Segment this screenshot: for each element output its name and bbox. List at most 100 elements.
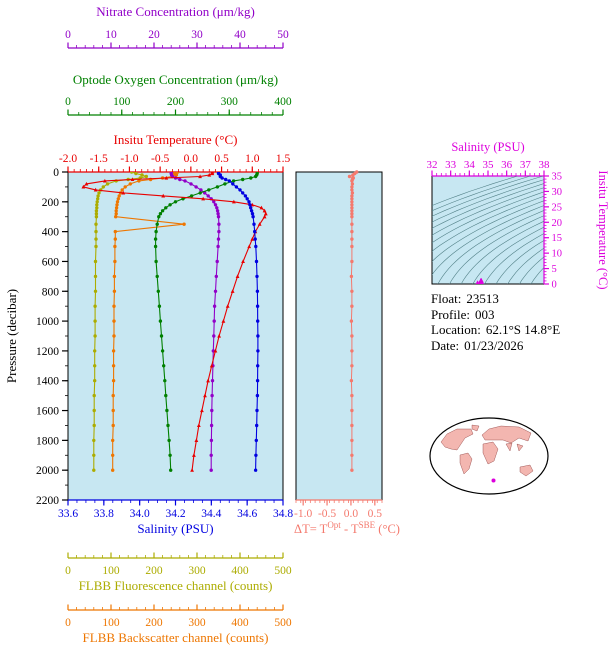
world-map <box>429 417 549 495</box>
ts-points <box>475 277 484 284</box>
backscatter-tick-label: 0 <box>65 617 71 629</box>
nitrate-tick-label: 0 <box>65 29 71 41</box>
density-contour <box>432 187 544 236</box>
density-contour <box>449 215 544 284</box>
nitrate-axis-title: Nitrate Concentration (μm/kg) <box>96 4 255 19</box>
float-info-profile: Profile: 003 <box>431 307 560 323</box>
nitrate-axis: 0 10 20 30 40 50 Nitrate Concentration (μm/kg) <box>65 4 289 49</box>
salinity-axis-title: Salinity (PSU) <box>137 521 213 536</box>
temperature-tick-label: 1.0 <box>245 153 260 165</box>
density-contour <box>432 195 544 252</box>
temperature-tick-label: -1.5 <box>90 153 108 165</box>
pressure-tick-label: 800 <box>42 286 60 298</box>
ts-temperature-tick-label: 15 <box>552 233 563 244</box>
location-value: 62.1°S 14.8°E <box>485 322 561 338</box>
density-contour <box>432 191 544 244</box>
salinity-profile <box>216 172 260 472</box>
density-contour <box>495 240 544 284</box>
backscatter-tick-label: 400 <box>231 617 249 629</box>
delta-t-tick-label: 0.0 <box>344 508 359 520</box>
density-contour <box>432 205 544 276</box>
ts-temperature-tick-label: 25 <box>552 202 563 213</box>
density-contour <box>432 179 544 223</box>
fluorescence-tick-label: 300 <box>188 565 206 577</box>
location-label: Location: <box>431 322 481 338</box>
backscatter-axis: 0 100 200 300 400 500 FLBB Backscatter channel… <box>65 604 292 645</box>
ts-salinity-tick-label: 37 <box>520 159 532 171</box>
temperature-tick-label: 0.0 <box>184 153 199 165</box>
fluorescence-tick-label: 400 <box>231 565 249 577</box>
float-info-float: Float: 23513 <box>431 291 560 307</box>
ts-plot-area <box>431 175 545 285</box>
salinity-axis: 33.6 33.8 34.0 34.2 34.4 34.6 34.8 Salinity (PS… <box>58 499 293 536</box>
density-contour <box>432 200 544 262</box>
profile-value: 003 <box>475 306 495 322</box>
temperature-tick-label: 1.5 <box>276 153 291 165</box>
ts-salinity-tick-label: 36 <box>501 159 513 171</box>
ts-salinity-tick-label: 32 <box>427 159 438 171</box>
density-contour <box>432 176 518 206</box>
density-contour <box>519 256 544 284</box>
nitrate-tick-label: 20 <box>148 29 160 41</box>
delta-t-profile <box>347 170 359 472</box>
backscatter-tick-label: 300 <box>188 617 206 629</box>
pressure-tick-label: 1200 <box>36 346 59 358</box>
pressure-tick-label: 1600 <box>36 406 59 418</box>
backscatter-profile <box>111 172 186 472</box>
oxygen-tick-label: 400 <box>274 96 292 108</box>
float-info-block: Float: 23513 Profile: 003 Location: 62.1°S … <box>431 291 560 353</box>
pressure-tick-label: 1800 <box>36 435 59 447</box>
temperature-axis-title: Insitu Temperature (°C) <box>114 132 238 147</box>
map-land <box>440 424 534 477</box>
fluorescence-profile <box>92 172 149 472</box>
pressure-axis-title: Pressure (decibar) <box>4 289 19 383</box>
float-info-date: Date: 01/23/2026 <box>431 338 560 354</box>
fluorescence-tick-label: 100 <box>102 565 120 577</box>
backscatter-axis-title: FLBB Backscatter channel (counts) <box>83 630 269 645</box>
ts-salinity-axis-title: Salinity (PSU) <box>451 140 524 154</box>
oxygen-axis: 0 100 200 300 400 Optode Oxygen Concentration… <box>65 72 292 116</box>
delta-t-plot-area <box>295 171 383 501</box>
fluorescence-axis-title: FLBB Fluorescence channel (counts) <box>79 578 273 593</box>
salinity-tick-label: 34.8 <box>273 508 293 520</box>
salinity-tick-label: 33.8 <box>94 508 114 520</box>
float-label: Float: <box>431 291 462 306</box>
ts-temperature-tick-label: 0 <box>552 280 557 291</box>
pressure-axis: 0 200 400 600 800 1000 1200 1400 1600 1800 2000 220… <box>4 167 68 507</box>
salinity-tick-label: 34.2 <box>165 508 185 520</box>
backscatter-tick-label: 500 <box>274 617 292 629</box>
ts-temperature-tick-label: 20 <box>552 218 563 229</box>
delta-t-axis: -1.0 -0.5 0.0 0.5 <box>294 499 383 520</box>
nitrate-tick-label: 50 <box>277 29 289 41</box>
nitrate-tick-label: 30 <box>191 29 203 41</box>
ts-salinity-tick-label: 35 <box>483 159 495 171</box>
density-contour <box>507 247 544 284</box>
date-value: 01/23/2026 <box>464 337 524 353</box>
float-location-marker <box>491 478 496 483</box>
pressure-tick-label: 600 <box>42 256 60 268</box>
ts-temperature-tick-label: 10 <box>552 249 563 260</box>
density-contour <box>432 183 544 229</box>
ts-temperature-tick-label: 35 <box>552 172 563 183</box>
pressure-tick-label: 400 <box>42 227 60 239</box>
nitrate-tick-label: 40 <box>234 29 246 41</box>
profile-label: Profile: <box>431 306 470 322</box>
ts-salinity-axis: 32 33 34 35 36 37 38 Salinity (PSU) <box>427 140 550 177</box>
backscatter-tick-label: 200 <box>145 617 163 629</box>
density-contour <box>437 210 544 284</box>
date-label: Date: <box>431 337 460 353</box>
backscatter-tick-label: 100 <box>102 617 120 629</box>
delta-t-axis-title: ΔT= TOpt - TSBE (°C) <box>294 520 400 536</box>
fluorescence-tick-label: 0 <box>65 565 71 577</box>
salinity-tick-label: 34.4 <box>201 508 221 520</box>
fluorescence-tick-label: 500 <box>274 565 292 577</box>
pressure-tick-label: 2200 <box>36 495 59 507</box>
main-plot-area <box>67 171 284 501</box>
density-contour <box>460 220 544 284</box>
salinity-tick-label: 33.6 <box>58 508 78 520</box>
temperature-tick-label: 0.5 <box>214 153 229 165</box>
ts-temperature-tick-label: 5 <box>552 264 557 275</box>
delta-t-tick-label: -0.5 <box>318 508 336 520</box>
